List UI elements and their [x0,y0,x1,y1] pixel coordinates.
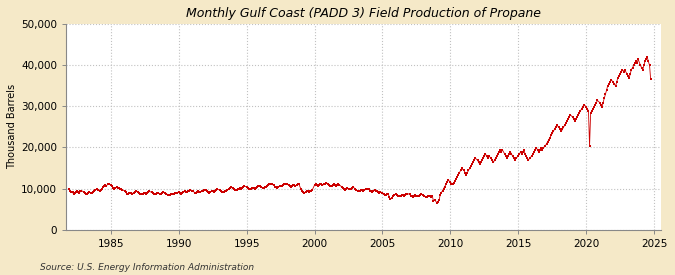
Text: Source: U.S. Energy Information Administration: Source: U.S. Energy Information Administ… [40,263,254,272]
Title: Monthly Gulf Coast (PADD 3) Field Production of Propane: Monthly Gulf Coast (PADD 3) Field Produc… [186,7,541,20]
Y-axis label: Thousand Barrels: Thousand Barrels [7,84,17,169]
